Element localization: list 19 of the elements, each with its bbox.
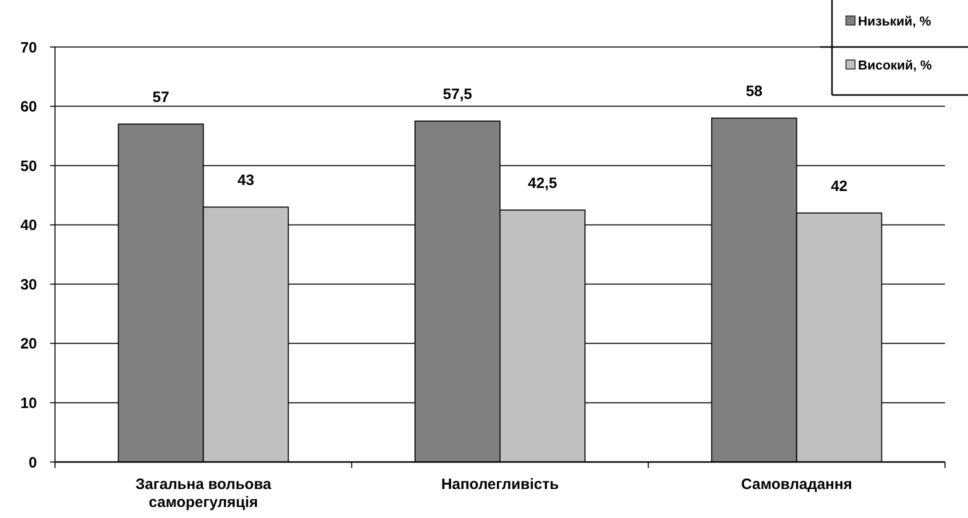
data-label: 57,5 xyxy=(442,86,472,104)
y-tick-label: 30 xyxy=(20,276,37,294)
data-label: 57 xyxy=(152,89,170,106)
y-tick-label: 0 xyxy=(28,454,37,472)
data-label: 58 xyxy=(746,83,763,100)
x-tick-label: Самовладання xyxy=(741,476,852,493)
y-tick-label: 20 xyxy=(20,336,37,353)
y-tick-label: 70 xyxy=(20,39,37,56)
y-tick-label: 60 xyxy=(20,98,37,116)
legend-label: Високий, % xyxy=(858,58,932,73)
y-tick-label: 40 xyxy=(20,217,37,234)
data-label: 43 xyxy=(237,172,254,190)
x-tick-label: Наполегливість xyxy=(441,476,559,493)
data-label: 42 xyxy=(830,178,848,195)
legend-label: Низький, % xyxy=(858,14,932,29)
y-tick-label: 50 xyxy=(20,158,37,175)
x-tick-label: Загальна вольова саморегуляція xyxy=(135,476,272,511)
data-label: 42,5 xyxy=(528,175,558,192)
y-tick-label: 10 xyxy=(20,394,37,412)
